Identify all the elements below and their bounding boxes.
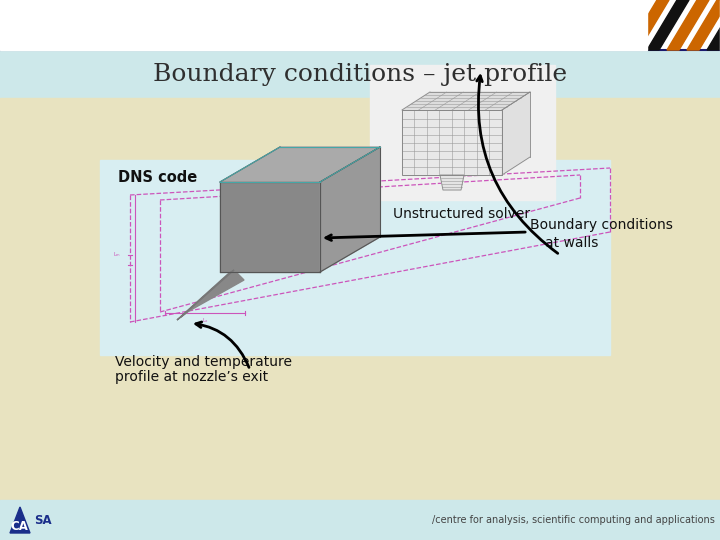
Bar xyxy=(647,0,720,50)
Text: e: e xyxy=(50,11,69,39)
Text: technische universiteit eindhoven: technische universiteit eindhoven xyxy=(75,18,230,28)
Text: Boundary conditions – jet profile: Boundary conditions – jet profile xyxy=(153,63,567,85)
Text: TU: TU xyxy=(12,11,53,39)
Text: SA: SA xyxy=(34,514,52,526)
Bar xyxy=(370,65,555,200)
Text: Lₓ: Lₓ xyxy=(202,318,208,323)
Polygon shape xyxy=(707,0,720,50)
Polygon shape xyxy=(627,0,669,50)
Polygon shape xyxy=(177,270,234,320)
Bar xyxy=(100,160,610,355)
Text: Boundary conditions: Boundary conditions xyxy=(530,218,673,232)
Text: Velocity and temperature: Velocity and temperature xyxy=(115,355,292,369)
Polygon shape xyxy=(440,175,464,190)
Polygon shape xyxy=(220,182,320,272)
Text: profile at nozzle’s exit: profile at nozzle’s exit xyxy=(115,370,268,384)
Text: /centre for analysis, scientific computing and applications: /centre for analysis, scientific computi… xyxy=(432,515,715,525)
Polygon shape xyxy=(667,0,709,50)
Text: DNS code: DNS code xyxy=(118,170,197,185)
Polygon shape xyxy=(402,92,530,110)
Text: /: / xyxy=(40,11,50,39)
Polygon shape xyxy=(181,270,244,317)
Polygon shape xyxy=(220,147,380,182)
Text: at walls: at walls xyxy=(545,236,598,250)
Bar xyxy=(402,110,502,175)
Text: Lₘ: Lₘ xyxy=(114,253,120,258)
Polygon shape xyxy=(320,147,380,272)
Text: Unstructured solver: Unstructured solver xyxy=(393,207,531,221)
Bar xyxy=(0,50,720,98)
Bar xyxy=(0,98,720,500)
Polygon shape xyxy=(10,507,30,533)
Bar xyxy=(402,110,502,175)
Bar xyxy=(0,500,720,540)
Polygon shape xyxy=(687,0,720,50)
Polygon shape xyxy=(647,0,689,50)
Bar xyxy=(0,0,647,50)
Bar xyxy=(0,0,720,50)
Text: CA: CA xyxy=(10,521,28,534)
Polygon shape xyxy=(502,92,530,175)
